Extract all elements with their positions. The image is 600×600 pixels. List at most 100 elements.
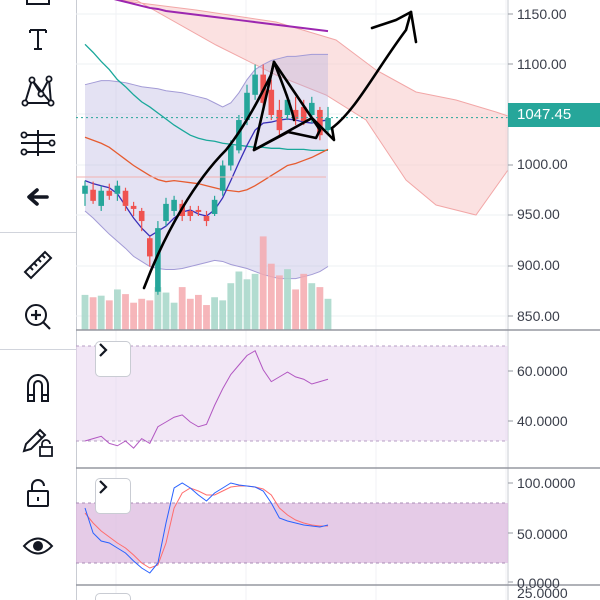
ruler-tool-button[interactable] [12, 244, 64, 286]
volume-bar [267, 263, 275, 330]
candle-body [244, 92, 250, 121]
candle-body [211, 199, 218, 214]
chart-area[interactable]: 1150.00 1100.00 1000.00 950.00 900.00 85… [76, 0, 600, 600]
partial-tool-icon [23, 0, 53, 14]
price-axis-label: 950.00 [517, 206, 560, 222]
candle-body [284, 99, 291, 115]
stoch-pane-expand-button[interactable] [95, 478, 131, 514]
candle-body [236, 120, 242, 151]
volume-bar [203, 305, 210, 330]
current-price-badge: 1047.45 [508, 103, 600, 127]
volume-bar [170, 302, 178, 330]
candle-body [195, 209, 202, 212]
lock-all-tool-button[interactable] [12, 472, 64, 514]
candle-body [219, 165, 226, 191]
candle-body [252, 74, 258, 95]
toolbar-divider [0, 232, 76, 233]
candle-body [300, 106, 307, 122]
volume-bar [81, 294, 89, 330]
next-pane-axis-label: 25.0000 [517, 585, 568, 600]
xabcd-pattern-icon [21, 74, 55, 108]
hand-drawn-annotation [370, 10, 418, 44]
back-arrow-tool-button[interactable] [12, 176, 64, 218]
hand-drawn-annotation [252, 116, 336, 152]
candle-body [130, 205, 137, 209]
text-tool-button[interactable] [12, 18, 64, 60]
long-position-icon [19, 126, 57, 160]
volume-bar [146, 300, 154, 330]
eye-icon [22, 535, 54, 557]
volume-bar [235, 271, 243, 330]
candle-body [268, 89, 275, 115]
volume-bar [308, 283, 316, 330]
zoom-in-icon [22, 301, 54, 333]
candle-body [138, 210, 145, 222]
stoch-band-fill [76, 503, 508, 563]
candle-body [228, 145, 234, 166]
volume-bar [292, 289, 299, 330]
drawing-toolbar [0, 0, 77, 600]
candle-body [98, 190, 104, 206]
unlock-icon [23, 477, 53, 509]
stoch-d-line [84, 485, 328, 569]
pencil-lock-icon [20, 423, 56, 459]
volume-bar [276, 275, 283, 330]
candle-body [163, 203, 169, 222]
candle-body [292, 109, 299, 120]
volume-bar [300, 273, 308, 330]
volume-bar [324, 298, 332, 330]
candle-body [317, 109, 323, 136]
volume-bar [138, 298, 146, 330]
candle-body [325, 118, 331, 131]
lock-drawings-tool-button[interactable] [12, 420, 64, 462]
candle-body [155, 228, 161, 292]
candle-body [122, 190, 129, 206]
price-axis-label: 1100.00 [517, 56, 567, 72]
volume-bar [284, 269, 291, 330]
candle-body [203, 216, 210, 222]
volume-bar [114, 289, 121, 330]
hand-drawn-annotation [330, 10, 413, 130]
bollinger-upper-line [84, 53, 328, 108]
volume-bar [89, 297, 97, 330]
candle-body [82, 185, 88, 194]
volume-bar [122, 294, 129, 330]
rsi-axis-label: 60.0000 [517, 363, 568, 379]
price-axis-label: 1000.00 [517, 156, 568, 172]
rsi-axis-label: 40.0000 [517, 413, 568, 429]
rsi-line [84, 350, 329, 449]
volume-bar [211, 297, 218, 330]
price-axis-label: 1150.00 [517, 6, 567, 22]
volume-bar [97, 295, 105, 330]
toolbar-divider [0, 349, 76, 350]
pattern-tool-button[interactable] [12, 70, 64, 112]
chart-canvas[interactable] [76, 0, 600, 600]
volume-bar [251, 273, 259, 330]
zoom-tool-button[interactable] [12, 296, 64, 338]
volume-bar [243, 279, 251, 330]
rsi-pane-expand-button[interactable] [95, 341, 131, 377]
stoch-axis-label: 50.0000 [517, 526, 568, 542]
candle-body [276, 109, 283, 131]
next-pane-expand-button[interactable] [95, 593, 131, 600]
volume-bar [105, 300, 113, 330]
stoch-axis-label: 100.0000 [517, 475, 576, 491]
hand-drawn-annotation [142, 60, 276, 290]
candle-body [114, 185, 121, 194]
candle-body [309, 102, 315, 115]
partial-tool-button[interactable] [12, 0, 64, 20]
volume-bar [259, 236, 267, 330]
magnet-icon [22, 371, 54, 405]
measure-prediction-tool-button[interactable] [12, 122, 64, 164]
text-icon [23, 24, 53, 54]
magnet-tool-button[interactable] [12, 367, 64, 409]
ma-teal-line [84, 43, 328, 152]
volume-bar [186, 298, 194, 330]
volume-bar [195, 294, 202, 330]
candle-body [187, 210, 194, 216]
price-axis-label: 850.00 [517, 308, 560, 324]
volume-bar [219, 300, 227, 330]
hide-drawings-tool-button[interactable] [12, 525, 64, 567]
volume-bar [316, 287, 324, 330]
